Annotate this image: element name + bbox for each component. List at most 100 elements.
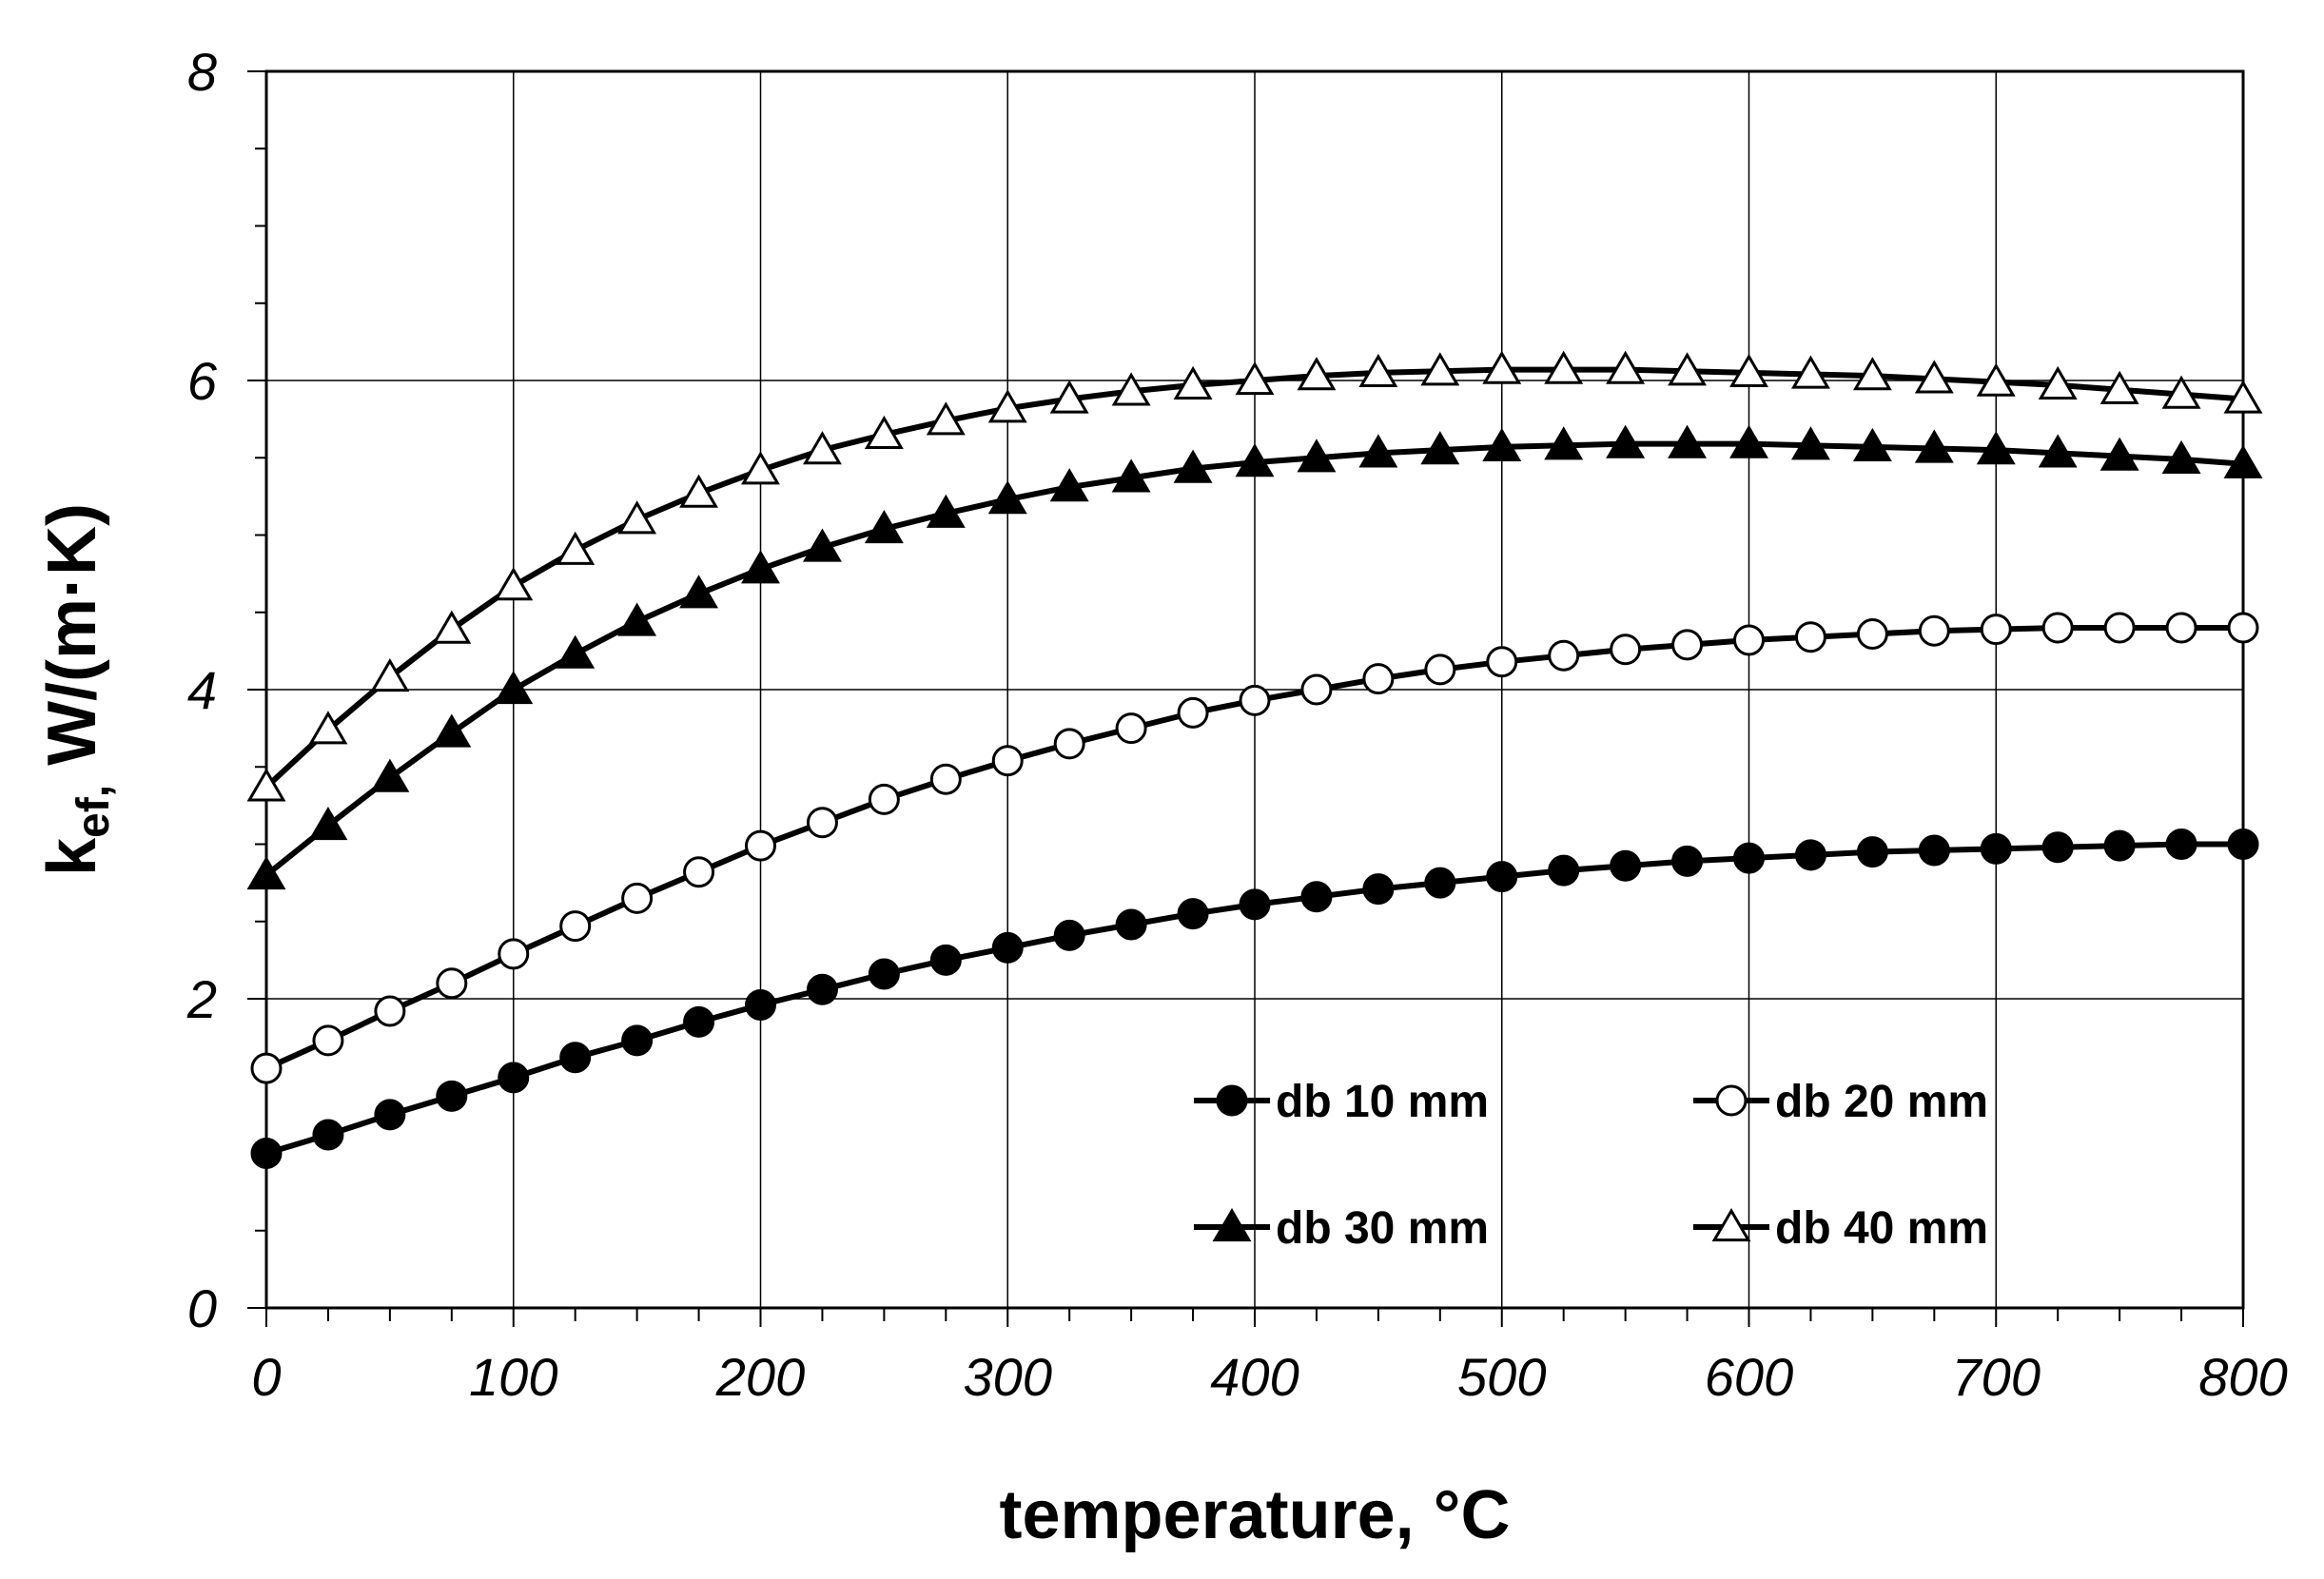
data-point-db-30-mm-50 (370, 758, 410, 792)
data-point-db-20-mm-750 (2103, 612, 2136, 644)
data-point-db-10-mm-175 (683, 1005, 715, 1038)
y-tick-label-0: 0 (187, 1278, 217, 1338)
data-point-db-30-mm-275 (926, 494, 966, 528)
data-point-db-30-mm-375 (1173, 449, 1213, 483)
data-point-db-30-mm-475 (1420, 431, 1460, 465)
data-point-db-10-mm-400 (1239, 888, 1271, 921)
data-point-db-20-mm-775 (2165, 612, 2197, 644)
data-point-db-40-mm-225 (802, 431, 842, 465)
legend: db 10 mm db 20 mm db 30 mm db 40 mm (1194, 1077, 1988, 1254)
data-point-db-10-mm-250 (868, 958, 900, 990)
data-point-db-10-mm-800 (2227, 828, 2259, 860)
x-tick-label-500: 500 (1457, 1347, 1546, 1407)
data-point-db-10-mm-275 (929, 944, 962, 976)
data-point-db-30-mm-400 (1235, 443, 1275, 478)
data-point-db-20-mm-350 (1115, 712, 1147, 745)
y-axis-title-main: k (34, 837, 110, 876)
data-point-db-40-mm-250 (864, 415, 904, 449)
data-point-db-20-mm-525 (1548, 639, 1580, 672)
data-point-db-40-mm-425 (1297, 357, 1337, 391)
data-point-db-20-mm-225 (806, 807, 838, 839)
data-point-db-40-mm-25 (308, 711, 348, 745)
data-point-db-30-mm-325 (1049, 468, 1089, 502)
data-point-db-10-mm-575 (1671, 845, 1704, 877)
data-point-db-20-mm-450 (1362, 663, 1395, 695)
data-point-db-30-mm-800 (2223, 444, 2263, 478)
data-point-db-30-mm-700 (1976, 431, 2016, 465)
data-point-db-30-mm-500 (1482, 427, 1522, 461)
data-point-db-20-mm-200 (745, 829, 776, 862)
data-point-db-20-mm-50 (374, 995, 406, 1027)
legend-item-db-20-mm: db 20 mm (1693, 1077, 1988, 1127)
series-db-20-mm (250, 612, 2259, 1084)
data-point-db-40-mm-725 (2038, 365, 2078, 400)
data-point-db-40-mm-125 (556, 531, 596, 565)
data-point-db-20-mm-575 (1671, 629, 1704, 661)
data-point-db-40-mm-275 (926, 401, 966, 436)
data-point-db-40-mm-625 (1790, 355, 1830, 389)
data-point-db-30-mm-250 (864, 510, 904, 544)
data-point-db-20-mm-650 (1856, 618, 1888, 650)
data-point-db-10-mm-375 (1177, 898, 1209, 930)
data-point-db-20-mm-700 (1980, 614, 2012, 646)
series-db-30-mm (246, 424, 2263, 890)
data-point-db-30-mm-125 (556, 634, 596, 669)
y-axis-title-subscript: ef, (68, 785, 119, 838)
data-point-db-40-mm-550 (1606, 350, 1646, 384)
data-point-db-40-mm-500 (1482, 350, 1522, 384)
data-point-db-10-mm-675 (1918, 834, 1950, 867)
data-point-db-30-mm-575 (1668, 424, 1708, 458)
data-point-db-30-mm-450 (1358, 434, 1398, 468)
y-tick-label-4: 4 (187, 660, 217, 720)
x-axis-title: temperature, °C (1000, 1477, 1511, 1553)
data-point-db-40-mm-375 (1173, 365, 1213, 400)
data-point-db-20-mm-400 (1239, 684, 1271, 716)
data-point-db-10-mm-100 (498, 1062, 530, 1094)
data-point-db-20-mm-0 (250, 1052, 283, 1084)
series-group (246, 350, 2263, 1169)
data-point-db-40-mm-0 (246, 768, 286, 802)
series-db-40-mm (246, 350, 2263, 802)
y-axis-title-units: W/(m·K) (34, 503, 110, 785)
data-point-db-40-mm-450 (1358, 353, 1398, 387)
data-point-db-30-mm-75 (432, 713, 472, 748)
data-point-db-20-mm-425 (1300, 673, 1333, 706)
y-tick-label-8: 8 (187, 42, 217, 102)
data-point-db-20-mm-475 (1424, 653, 1456, 686)
data-point-db-20-mm-725 (2041, 612, 2074, 644)
data-point-db-10-mm-300 (991, 931, 1024, 964)
data-point-db-40-mm-525 (1544, 350, 1584, 384)
data-point-db-40-mm-600 (1729, 353, 1768, 387)
data-point-db-40-mm-325 (1049, 380, 1089, 414)
x-tick-label-0: 0 (251, 1347, 281, 1407)
series-db-10-mm (250, 828, 2259, 1169)
legend-marker-db-10-mm (1216, 1084, 1248, 1117)
data-point-db-40-mm-575 (1668, 352, 1708, 386)
data-point-db-10-mm-325 (1053, 919, 1085, 951)
data-point-db-20-mm-800 (2227, 612, 2259, 644)
data-point-db-20-mm-550 (1610, 634, 1642, 666)
legend-item-db-40-mm: db 40 mm (1693, 1203, 1988, 1254)
data-point-db-40-mm-200 (741, 451, 780, 485)
data-point-db-30-mm-425 (1297, 439, 1337, 473)
legend-item-db-10-mm: db 10 mm (1194, 1077, 1489, 1127)
data-point-db-40-mm-50 (370, 658, 410, 692)
data-point-db-40-mm-775 (2161, 375, 2201, 409)
data-point-db-30-mm-775 (2161, 439, 2201, 474)
data-point-db-20-mm-175 (683, 856, 715, 888)
data-point-db-10-mm-725 (2041, 831, 2074, 864)
axis-ticks: 0 100 200 300 400 500 600 700 800 0 2 4 6 8 (186, 42, 2288, 1407)
data-point-db-30-mm-225 (802, 528, 842, 562)
data-point-db-20-mm-500 (1486, 646, 1518, 678)
data-point-db-10-mm-50 (374, 1099, 406, 1131)
data-point-db-30-mm-725 (2038, 434, 2078, 468)
data-point-db-10-mm-425 (1300, 881, 1333, 913)
x-tick-label-800: 800 (2198, 1347, 2287, 1407)
data-point-db-20-mm-150 (621, 882, 654, 914)
data-point-db-30-mm-0 (246, 856, 286, 890)
data-point-db-10-mm-150 (621, 1024, 654, 1057)
legend-label-db-40-mm: db 40 mm (1775, 1203, 1988, 1254)
data-point-db-10-mm-75 (436, 1080, 468, 1112)
y-tick-label-2: 2 (186, 969, 217, 1029)
